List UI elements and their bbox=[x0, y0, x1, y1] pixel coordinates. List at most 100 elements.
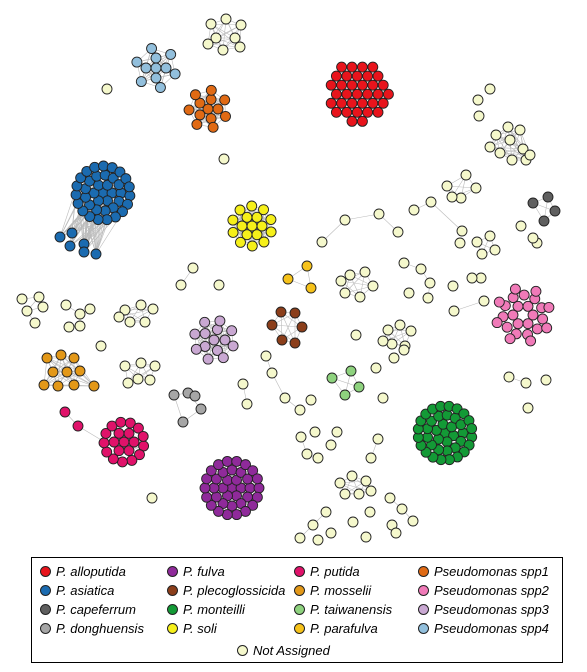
node-alloputida bbox=[351, 106, 363, 118]
node-alloputida bbox=[346, 61, 358, 73]
edge bbox=[344, 213, 380, 221]
node-soli bbox=[227, 226, 239, 238]
node-not-assigned bbox=[344, 269, 356, 281]
node-not-assigned bbox=[441, 180, 453, 192]
node-spp2 bbox=[509, 283, 521, 295]
node-taiwanensis bbox=[326, 372, 338, 384]
node-not-assigned bbox=[122, 377, 134, 389]
node-not-assigned bbox=[307, 519, 319, 531]
node-not-assigned bbox=[408, 204, 420, 216]
node-not-assigned bbox=[229, 32, 241, 44]
node-not-assigned bbox=[312, 534, 324, 546]
node-spp1 bbox=[194, 97, 206, 109]
node-not-assigned bbox=[202, 38, 214, 50]
node-fulva bbox=[247, 499, 259, 511]
node-not-assigned bbox=[217, 44, 229, 56]
node-not-assigned bbox=[407, 515, 419, 527]
node-asiatica bbox=[54, 231, 66, 243]
node-spp3 bbox=[199, 316, 211, 328]
node-spp4 bbox=[165, 48, 177, 60]
legend-label: P. putida bbox=[310, 563, 360, 579]
node-putida bbox=[137, 430, 149, 442]
node-alloputida bbox=[367, 79, 379, 91]
node-spp2 bbox=[512, 318, 524, 330]
node-spp3 bbox=[199, 328, 211, 339]
node-soli bbox=[235, 236, 246, 248]
node-not-assigned bbox=[475, 272, 487, 284]
node-not-assigned bbox=[149, 360, 161, 372]
node-soli bbox=[258, 204, 269, 216]
node-not-assigned bbox=[527, 232, 539, 244]
legend-label: Pseudomonas spp1 bbox=[434, 563, 549, 579]
node-not-assigned bbox=[447, 280, 459, 292]
node-not-assigned bbox=[484, 230, 496, 242]
node-asiatica bbox=[93, 179, 104, 191]
node-not-assigned bbox=[470, 182, 482, 194]
node-monteilli bbox=[466, 423, 478, 435]
legend-label: P. capeferrum bbox=[56, 601, 136, 617]
legend-item: P. plecoglossicida bbox=[167, 582, 285, 598]
legend-swatch bbox=[418, 603, 429, 615]
node-capeferrum bbox=[527, 197, 539, 209]
node-layer bbox=[16, 13, 561, 546]
node-alloputida bbox=[356, 61, 368, 73]
node-fulva bbox=[247, 465, 259, 477]
node-not-assigned bbox=[237, 378, 249, 390]
legend-label: P. donghuensis bbox=[56, 620, 144, 636]
legend-label: P. fulva bbox=[183, 563, 225, 579]
node-asiatica bbox=[78, 246, 90, 258]
node-not-assigned bbox=[490, 129, 502, 141]
node-not-assigned bbox=[187, 262, 199, 274]
node-soli bbox=[265, 214, 277, 226]
node-mosselii bbox=[74, 365, 86, 377]
node-not-assigned bbox=[146, 492, 158, 504]
node-putida bbox=[134, 449, 145, 461]
node-parafulva bbox=[282, 273, 294, 285]
node-mosselii bbox=[68, 379, 80, 391]
legend-item-not-assigned: Not Assigned bbox=[237, 642, 330, 658]
node-not-assigned bbox=[504, 134, 516, 146]
node-fulva bbox=[231, 509, 243, 521]
node-not-assigned bbox=[37, 301, 49, 313]
node-not-assigned bbox=[135, 299, 147, 311]
legend-item: P. soli bbox=[167, 620, 217, 636]
node-donghuensis bbox=[189, 390, 201, 402]
node-not-assigned bbox=[489, 244, 501, 256]
node-alloputida bbox=[330, 88, 342, 100]
node-not-assigned bbox=[454, 237, 466, 249]
node-not-assigned bbox=[353, 488, 365, 500]
node-fulva bbox=[208, 482, 220, 494]
node-not-assigned bbox=[295, 431, 307, 443]
node-not-assigned bbox=[305, 394, 317, 406]
node-plecoglossicida bbox=[289, 307, 301, 319]
node-asiatica bbox=[98, 160, 109, 172]
node-not-assigned bbox=[515, 220, 527, 232]
node-not-assigned bbox=[335, 275, 347, 287]
node-spp2 bbox=[522, 300, 534, 312]
legend-swatch bbox=[418, 584, 429, 596]
node-not-assigned bbox=[522, 402, 534, 414]
node-spp2 bbox=[530, 285, 542, 297]
node-not-assigned bbox=[476, 248, 488, 260]
node-not-assigned bbox=[455, 192, 467, 204]
node-spp3 bbox=[217, 352, 229, 364]
edge bbox=[489, 146, 527, 161]
node-putida bbox=[107, 453, 119, 465]
node-putida bbox=[100, 428, 112, 439]
node-alloputida bbox=[341, 106, 353, 118]
node-not-assigned bbox=[294, 532, 306, 544]
node-putida bbox=[101, 446, 113, 458]
node-not-assigned bbox=[388, 352, 400, 364]
node-not-assigned bbox=[139, 316, 151, 328]
legend-swatch bbox=[40, 622, 51, 634]
node-soli bbox=[256, 220, 268, 232]
node-not-assigned bbox=[403, 287, 415, 299]
node-not-assigned bbox=[471, 236, 483, 248]
legend-swatch bbox=[418, 622, 429, 634]
node-alloputida bbox=[356, 79, 368, 91]
node-spp2 bbox=[504, 333, 516, 345]
edge bbox=[52, 371, 95, 387]
node-not-assigned bbox=[235, 19, 247, 31]
node-donghuensis bbox=[177, 416, 189, 428]
node-not-assigned bbox=[119, 304, 131, 316]
